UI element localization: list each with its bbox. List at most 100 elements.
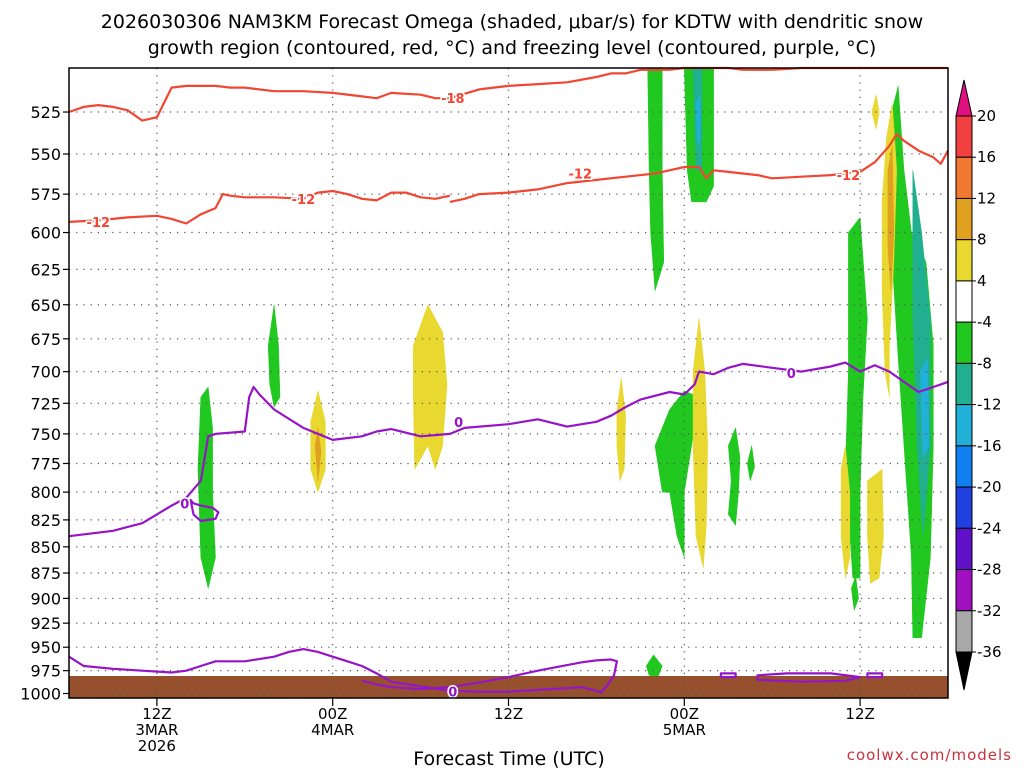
credit-text: coolwx.com/models [847,746,1012,764]
x-tick-label-6-1: 3MAR [135,721,178,739]
contour-label-0: -18 [441,92,465,107]
contour-label-5: 0 [454,416,463,431]
grid-lines [69,68,948,698]
y-tick-label-800: 800 [30,483,61,502]
colorbar-swatch-11 [955,569,973,612]
colorbar-swatch-6 [955,362,973,406]
contour-label-2: -12 [837,169,861,184]
colorbar-label-4: 4 [977,272,987,290]
colorbar-label-2: 12 [977,189,996,207]
omega-region-14 [919,357,930,458]
y-axis: 525 550 575 600 625 650 675 700 725 750 775 800 825 8… [20,103,69,703]
colorbar-label-13: -36 [977,643,1002,661]
omega-region-4 [654,390,700,558]
contour-label-3: -12 [292,193,316,208]
x-tick-label-30-0: 12Z [494,705,523,723]
omega-region-17 [616,378,626,481]
contour-label-6: 0 [787,367,796,382]
y-tick-label-925: 925 [30,614,61,633]
colorbar: 20 16 12 8 4 -4 -8 -12 -16 -20 -24 -28 -32 -36 [955,79,1002,691]
omega-region-5 [728,426,741,527]
freezing-contour-lower [68,647,619,694]
colorbar-top-arrow [955,79,973,117]
colorbar-label-3: 8 [977,231,987,249]
y-tick-label-600: 600 [30,224,61,243]
contour-label-7: 0 [180,497,189,512]
y-tick-label-850: 850 [30,538,61,557]
colorbar-swatch-2 [955,197,973,241]
y-tick-label-575: 575 [30,185,61,204]
colorbar-label-6: -8 [977,354,992,372]
contour-label-4: -12 [87,216,111,231]
omega-region-20 [867,468,884,584]
y-tick-label-875: 875 [30,564,61,583]
x-tick-label-18-0: 00Z [318,705,347,723]
y-tick-label-775: 775 [30,454,61,473]
colorbar-swatch-9 [955,486,973,529]
y-tick-label-750: 750 [30,425,61,444]
colorbar-swatch-12 [955,610,973,653]
omega-region-24 [887,145,895,291]
chart-title-line2: growth region (contoured, red, °C) and f… [148,37,877,59]
x-tick-label-6-2: 2026 [138,737,176,755]
y-tick-label-675: 675 [30,330,61,349]
y-tick-label-700: 700 [30,363,61,382]
omega-region-0 [197,386,216,589]
y-tick-label-825: 825 [30,511,61,530]
colorbar-label-8: -16 [977,437,1002,455]
freezing-contour-closed-2 [719,672,737,679]
colorbar-swatch-4 [955,280,973,323]
colorbar-label-10: -24 [977,519,1002,537]
colorbar-label-12: -32 [977,602,1002,620]
y-tick-label-975: 975 [30,662,61,681]
freezing-contour-closed-3 [866,672,884,679]
colorbar-swatch-1 [955,156,973,199]
x-tick-label-6-0: 12Z [142,705,171,723]
omega-region-1 [267,304,281,408]
colorbar-label-1: 16 [977,148,996,166]
y-tick-label-900: 900 [30,589,61,608]
contour-label-1: -12 [569,167,593,182]
y-tick-label-1000: 1000 [20,684,61,703]
y-tick-label-525: 525 [30,103,61,122]
omega-shading [197,67,934,678]
colorbar-swatch-0 [955,115,973,158]
omega-region-2 [647,67,665,291]
x-tick-label-54-0: 12Z [845,705,874,723]
dgz-contour-minus12-upper [449,133,949,203]
omega-region-10 [851,576,859,611]
omega-region-7 [645,654,663,678]
omega-region-18 [692,318,708,568]
omega-region-13 [695,94,701,146]
y-tick-label-550: 550 [30,145,61,164]
y-tick-label-625: 625 [30,260,61,279]
x-tick-label-42-1: 5MAR [663,721,706,739]
colorbar-bottom-arrow [955,651,973,691]
colorbar-label-9: -20 [977,478,1002,496]
colorbar-label-7: -12 [977,396,1002,414]
colorbar-label-0: 20 [977,107,996,125]
colorbar-swatch-5 [955,321,973,364]
omega-region-6 [747,445,755,481]
freezing-contour-closed-0 [189,498,220,523]
chart-title-line1: 2026030306 NAM3KM Forecast Omega (shaded… [101,11,923,33]
colorbar-swatch-7 [955,404,973,447]
colorbar-swatch-10 [955,527,973,571]
omega-region-16 [413,304,448,471]
freezing-contour-upper [68,361,949,538]
y-tick-label-950: 950 [30,638,61,657]
dgz-contour-minus12-lower [68,189,451,225]
colorbar-label-11: -28 [977,561,1002,579]
colorbar-label-5: -4 [977,313,992,331]
x-tick-label-42-0: 00Z [670,705,699,723]
omega-region-8 [845,216,868,579]
y-tick-label-725: 725 [30,394,61,413]
omega-region-19 [840,445,851,579]
freezing-contour-closed-1 [756,672,862,683]
y-tick-label-650: 650 [30,296,61,315]
x-axis-label: Forecast Time (UTC) [413,748,604,768]
x-tick-label-18-1: 4MAR [311,721,354,739]
